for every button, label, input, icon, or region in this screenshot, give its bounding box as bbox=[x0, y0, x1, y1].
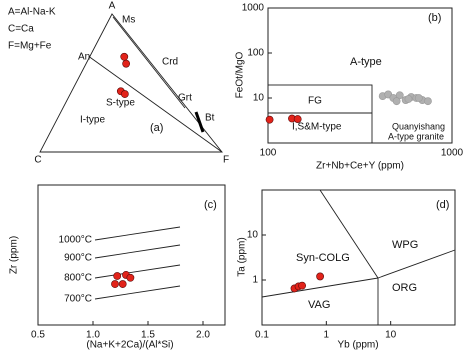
data-point bbox=[414, 94, 423, 102]
x-tick-label: 100 bbox=[260, 148, 277, 159]
data-point bbox=[120, 90, 129, 98]
ternary-frame bbox=[39, 13, 223, 153]
annotation: Grt bbox=[178, 93, 192, 104]
x-tick-label: 2.0 bbox=[196, 330, 210, 341]
data-point bbox=[126, 273, 135, 282]
y-tick-label: 1000 bbox=[242, 3, 265, 14]
panel-label: (d) bbox=[436, 199, 449, 211]
y-axis-title: Ta (ppm) bbox=[237, 237, 248, 276]
annotation: A-type granite bbox=[388, 131, 444, 141]
isotherm bbox=[94, 264, 181, 279]
data-point bbox=[111, 280, 119, 288]
x-tick-label: 1.0 bbox=[86, 330, 100, 341]
annotation: A-type bbox=[350, 56, 382, 68]
isotherm bbox=[94, 226, 181, 241]
y-axis-title: Zr (ppm) bbox=[9, 236, 20, 274]
vertex-label: F bbox=[223, 155, 229, 166]
annotation: 1000°C bbox=[59, 235, 92, 246]
annotation: Quanyishang bbox=[392, 121, 445, 131]
y-tick-label: 1 bbox=[252, 275, 258, 286]
x-tick-label: 1000 bbox=[441, 148, 464, 159]
panel-label: (a) bbox=[150, 122, 163, 134]
annotation: Ms bbox=[122, 15, 135, 26]
annotation: FG bbox=[308, 96, 322, 107]
legend-text: F=Mg+Fe bbox=[8, 41, 52, 52]
annotation: Crd bbox=[162, 57, 178, 68]
field-boundary bbox=[319, 189, 379, 279]
panel-label: (c) bbox=[204, 199, 217, 211]
y-tick-label: 10 bbox=[253, 93, 265, 104]
annotation: S-type bbox=[106, 98, 135, 109]
annotation: 700°C bbox=[64, 294, 92, 305]
x-axis-title: Yb (ppm) bbox=[337, 340, 378, 351]
annotation: I-type bbox=[80, 115, 105, 126]
annotation: 800°C bbox=[64, 273, 92, 284]
x-tick-label: 10 bbox=[385, 330, 397, 341]
annotation: 900°C bbox=[64, 253, 92, 264]
field-boundary bbox=[89, 56, 223, 153]
plot-frame bbox=[267, 7, 453, 144]
data-point bbox=[122, 59, 131, 68]
annotation: Syn-COLG bbox=[296, 252, 350, 264]
field-boundary bbox=[377, 249, 456, 279]
vertex-label: A bbox=[109, 1, 116, 12]
isotherm bbox=[94, 285, 181, 300]
fg-field bbox=[267, 84, 373, 144]
annotation: Bt bbox=[205, 113, 215, 124]
data-point bbox=[404, 95, 413, 103]
annotation: An bbox=[78, 52, 90, 63]
data-point bbox=[424, 97, 432, 106]
x-axis-title: Zr+Nb+Ce+Y (ppm) bbox=[316, 161, 404, 172]
data-point bbox=[316, 272, 324, 281]
x-tick-label: 1 bbox=[324, 330, 330, 341]
y-axis-title: FeOt/MgO bbox=[235, 51, 246, 98]
field-boundary bbox=[261, 277, 379, 298]
data-point bbox=[265, 115, 274, 124]
legend-text: A=Al-Na-K bbox=[8, 7, 56, 18]
plot-frame bbox=[261, 189, 456, 326]
isotherm bbox=[94, 244, 181, 259]
data-point bbox=[118, 280, 127, 288]
y-tick-label: 100 bbox=[247, 48, 264, 59]
legend-text: C=Ca bbox=[8, 24, 34, 35]
x-axis-title: (Na+K+2Ca)/(Al*Si) bbox=[86, 340, 173, 351]
vertex-label: C bbox=[34, 155, 41, 166]
data-point bbox=[392, 97, 401, 106]
annotation: I,S&M-type bbox=[292, 122, 342, 133]
x-tick-label: 0.1 bbox=[255, 330, 269, 341]
data-point bbox=[298, 281, 306, 290]
plot-frame bbox=[37, 184, 226, 326]
x-tick-label: 1.5 bbox=[141, 330, 155, 341]
x-tick-label: 0.5 bbox=[31, 330, 45, 341]
data-point bbox=[120, 52, 129, 61]
field-boundary bbox=[112, 16, 186, 109]
annotation: WPG bbox=[392, 239, 418, 251]
data-point bbox=[113, 272, 122, 280]
annotation: VAG bbox=[308, 299, 330, 311]
panel-label: (b) bbox=[428, 12, 441, 24]
data-point bbox=[293, 115, 302, 123]
y-tick-label: 10 bbox=[247, 230, 259, 241]
annotation: ORG bbox=[392, 282, 417, 294]
bt-segment bbox=[194, 111, 205, 133]
